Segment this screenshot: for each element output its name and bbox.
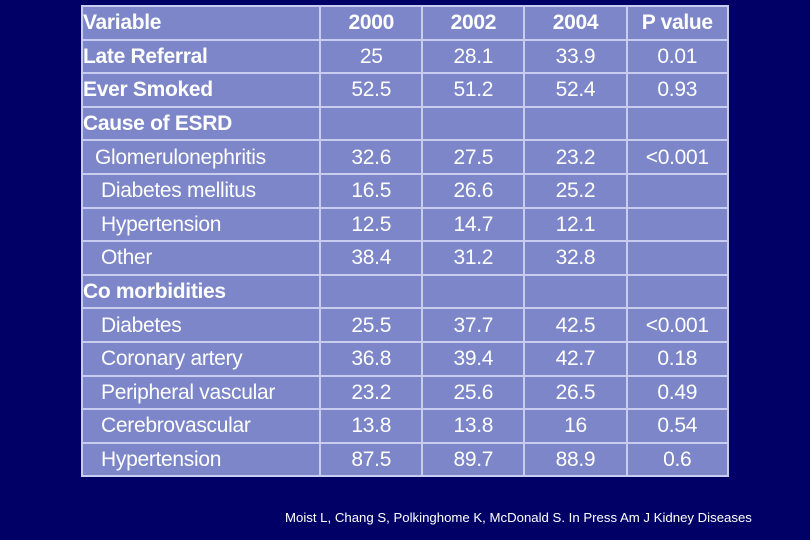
cell-2000 <box>319 273 424 310</box>
table-row: Cerebrovascular 13.8 13.8 16 0.54 <box>80 408 730 444</box>
citation: Moist L, Chang S, Polkinghome K, McDonal… <box>285 510 752 525</box>
cell-2000: 87.5 <box>319 441 424 478</box>
table-body: Late Referral 25 28.1 33.9 0.01 Ever Smoked 52… <box>80 38 730 478</box>
cell-variable: Ever Smoked <box>80 72 322 108</box>
cell-2004: 25.2 <box>523 172 628 209</box>
table-row: Other 38.4 31.2 32.8 <box>80 240 730 276</box>
cell-2002: 37.7 <box>421 307 526 343</box>
cell-2002: 31.2 <box>421 240 526 276</box>
cell-2004: 26.5 <box>523 374 628 411</box>
cell-2000 <box>319 105 424 142</box>
header-2000: 2000 <box>319 5 424 41</box>
cell-p-value <box>625 206 730 243</box>
data-table: Variable 2000 2002 2004 P value Late Ref… <box>80 5 730 478</box>
cell-p-value <box>625 273 730 310</box>
cell-2000: 13.8 <box>319 408 424 444</box>
cell-p-value: 0.49 <box>625 374 730 411</box>
cell-p-value <box>625 172 730 209</box>
cell-variable: Coronary artery <box>80 340 322 377</box>
header-variable: Variable <box>80 5 322 41</box>
cell-2002 <box>421 105 526 142</box>
cell-p-value: 0.54 <box>625 408 730 444</box>
table-header-row: Variable 2000 2002 2004 P value <box>80 5 730 41</box>
cell-variable: Hypertension <box>80 441 322 478</box>
cell-p-value <box>625 240 730 276</box>
cell-p-value: <0.001 <box>625 139 730 175</box>
cell-2002: 13.8 <box>421 408 526 444</box>
cell-2000: 25.5 <box>319 307 424 343</box>
cell-2002: 28.1 <box>421 38 526 75</box>
cell-2000: 52.5 <box>319 72 424 108</box>
cell-p-value: 0.93 <box>625 72 730 108</box>
cell-2004: 23.2 <box>523 139 628 175</box>
table-row: Peripheral vascular 23.2 25.6 26.5 0.49 <box>80 374 730 411</box>
table-row: Cause of ESRD <box>80 105 730 142</box>
cell-p-value: <0.001 <box>625 307 730 343</box>
cell-variable: Hypertension <box>80 206 322 243</box>
cell-2002: 51.2 <box>421 72 526 108</box>
cell-variable: Late Referral <box>80 38 322 75</box>
cell-2000: 38.4 <box>319 240 424 276</box>
cell-2002: 25.6 <box>421 374 526 411</box>
cell-2002 <box>421 273 526 310</box>
cell-2004: 52.4 <box>523 72 628 108</box>
cell-2002: 14.7 <box>421 206 526 243</box>
table-row: Diabetes mellitus 16.5 26.6 25.2 <box>80 172 730 209</box>
table-row: Hypertension 12.5 14.7 12.1 <box>80 206 730 243</box>
cell-2000: 12.5 <box>319 206 424 243</box>
header-2002: 2002 <box>421 5 526 41</box>
cell-variable: Co morbidities <box>80 273 322 310</box>
cell-2000: 16.5 <box>319 172 424 209</box>
cell-p-value: 0.01 <box>625 38 730 75</box>
table-row: Co morbidities <box>80 273 730 310</box>
header-2004: 2004 <box>523 5 628 41</box>
cell-variable: Other <box>80 240 322 276</box>
cell-2004: 42.7 <box>523 340 628 377</box>
cell-2004: 33.9 <box>523 38 628 75</box>
table-row: Glomerulonephritis 32.6 27.5 23.2 <0.001 <box>80 139 730 175</box>
cell-p-value <box>625 105 730 142</box>
table-row: Coronary artery 36.8 39.4 42.7 0.18 <box>80 340 730 377</box>
cell-2004 <box>523 273 628 310</box>
cell-variable: Cause of ESRD <box>80 105 322 142</box>
cell-2004: 12.1 <box>523 206 628 243</box>
table-row: Ever Smoked 52.5 51.2 52.4 0.93 <box>80 72 730 108</box>
cell-variable: Glomerulonephritis <box>80 139 322 175</box>
table-row: Hypertension 87.5 89.7 88.9 0.6 <box>80 441 730 478</box>
cell-2004: 32.8 <box>523 240 628 276</box>
cell-2004: 16 <box>523 408 628 444</box>
cell-2000: 23.2 <box>319 374 424 411</box>
cell-2004 <box>523 105 628 142</box>
cell-2002: 27.5 <box>421 139 526 175</box>
cell-2002: 89.7 <box>421 441 526 478</box>
cell-2004: 42.5 <box>523 307 628 343</box>
cell-2002: 26.6 <box>421 172 526 209</box>
cell-2002: 39.4 <box>421 340 526 377</box>
cell-2000: 36.8 <box>319 340 424 377</box>
cell-2000: 32.6 <box>319 139 424 175</box>
cell-p-value: 0.6 <box>625 441 730 478</box>
cell-variable: Diabetes mellitus <box>80 172 322 209</box>
cell-variable: Diabetes <box>80 307 322 343</box>
cell-p-value: 0.18 <box>625 340 730 377</box>
table-row: Late Referral 25 28.1 33.9 0.01 <box>80 38 730 75</box>
cell-variable: Cerebrovascular <box>80 408 322 444</box>
cell-variable: Peripheral vascular <box>80 374 322 411</box>
header-p-value: P value <box>625 5 730 41</box>
cell-2000: 25 <box>319 38 424 75</box>
table-row: Diabetes 25.5 37.7 42.5 <0.001 <box>80 307 730 343</box>
cell-2004: 88.9 <box>523 441 628 478</box>
